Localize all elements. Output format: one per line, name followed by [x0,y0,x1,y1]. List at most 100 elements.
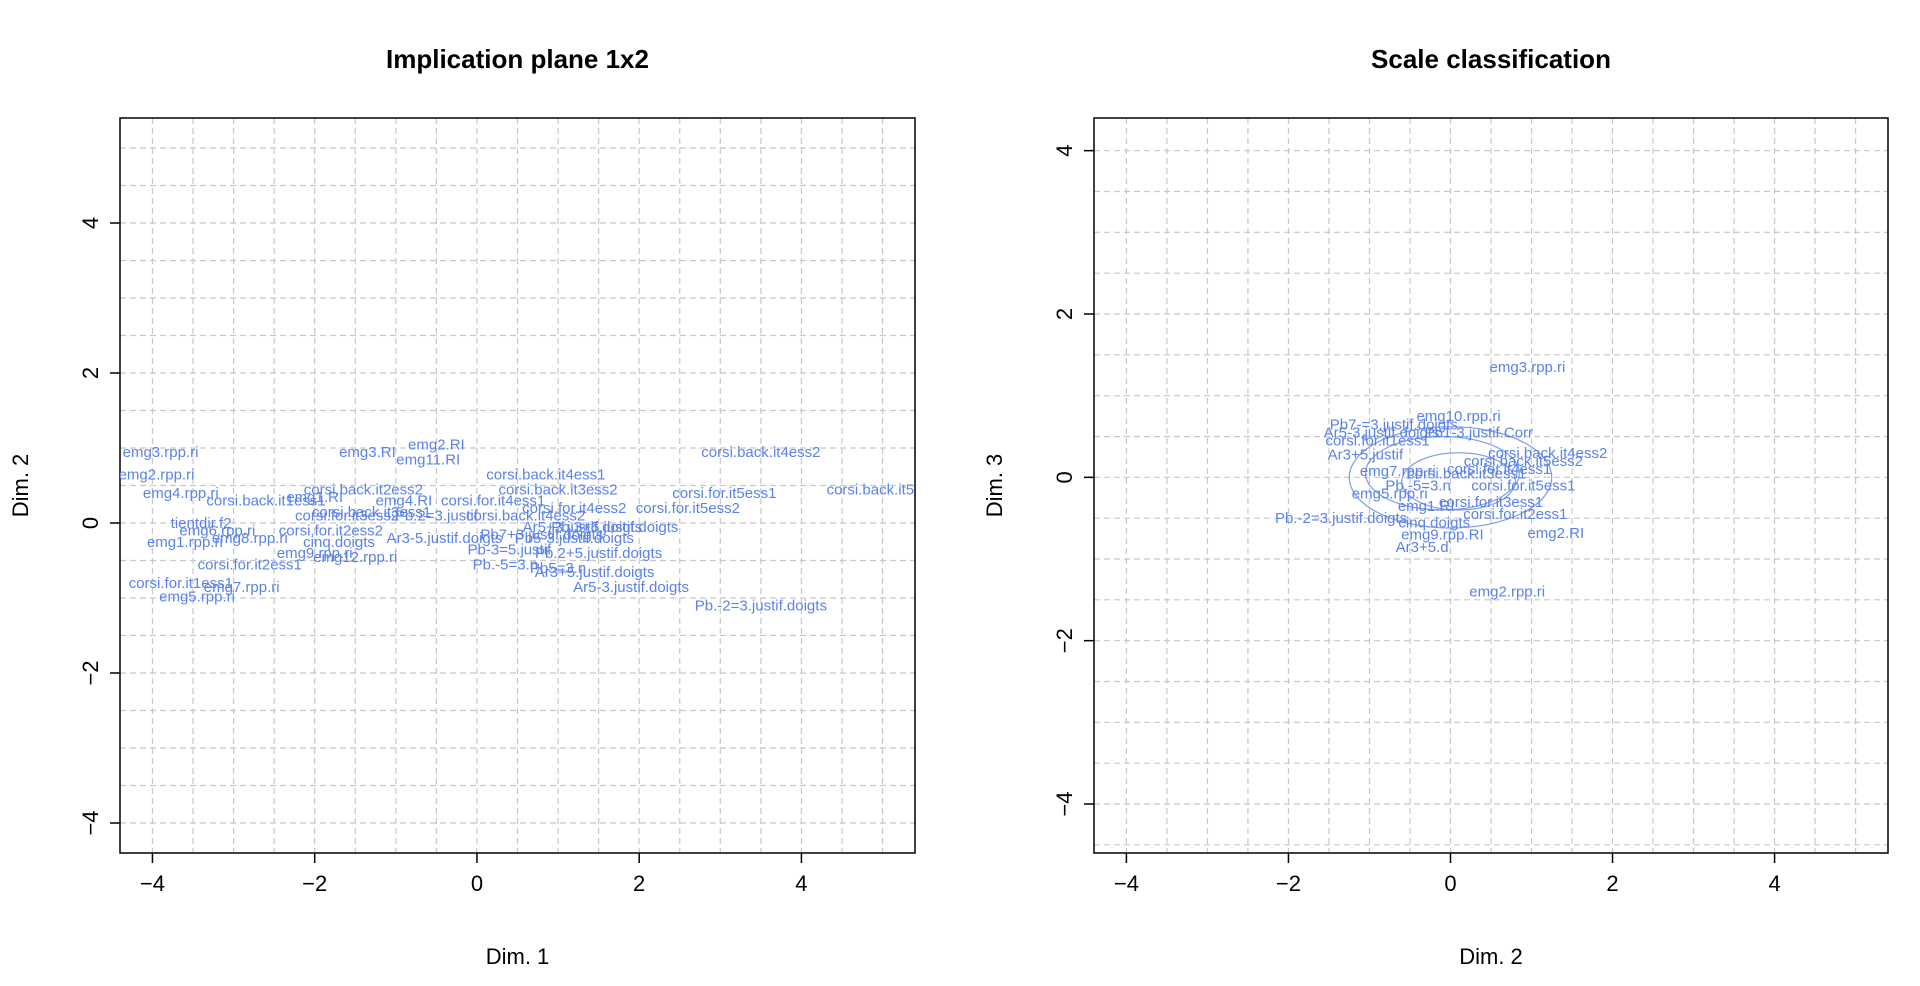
chart-title: Implication plane 1x2 [386,44,649,74]
point-label: emg8.rpp.ri [212,530,288,547]
point-label: emg5.rpp.ri [159,589,235,606]
point-label: Ar3+5.justif [1328,446,1404,463]
point-label: emg9.rpp.ri [277,545,353,562]
point-label: emg2.RI [408,436,465,453]
point-label: Ar3+5.justif.doigts [535,564,655,581]
y-tick-label: 2 [1052,308,1077,320]
x-tick-label: 2 [1606,871,1618,896]
point-label: Pb.-2=3.justif.doigts [1275,510,1407,527]
y-tick-label: 2 [78,367,103,379]
x-tick-label: 4 [795,871,807,896]
cluster-outline [1401,452,1516,511]
point-label: Ar5-3.justif.doigts [573,579,689,596]
point-label: cinq.doigts [1398,514,1470,531]
point-label: emg1.RI [1398,498,1455,515]
point-label: emg4.RI [376,493,433,510]
point-label: corsi.back.it4ess1 [486,466,605,483]
point-label: Ar5-3.justif.doigts [1324,424,1440,441]
x-tick-label: 4 [1768,871,1780,896]
point-label: cinq.doigts [303,534,375,551]
point-label: corsi.back.it4ess2 [701,444,820,461]
x-axis-label: Dim. 2 [1459,944,1523,969]
point-label: Pb.2=3.justif [395,508,479,525]
point-label: emg7.rpp.ri [1360,463,1436,480]
point-label: corsi.for.it3ess2 [295,508,399,525]
point-label: emg5.rpp.ri [1352,486,1428,503]
point-label: corsi.for.it2ess1 [1463,506,1567,523]
point-label: Pb.3+5.justif.doigts [551,519,678,536]
point-label: corsi.for.it2ess2 [279,523,383,540]
y-tick-label: 4 [78,217,103,229]
y-tick-label: −2 [78,660,103,685]
point-label: corsi.for.it5ess1 [1471,478,1575,495]
x-tick-label: −4 [140,871,165,896]
y-tick-label: 0 [78,517,103,529]
plot-frame [119,117,916,854]
point-labels: emg3.rpp.ri emg2.rpp.ri emg4.rpp.ri emg1.rp… [119,436,915,615]
point-label: corsi.for.it3ess1 [1439,494,1543,511]
point-label: corsi.back.it3ess1 [1407,465,1526,482]
point-label: corsi.for.it1ess1 [129,575,233,592]
y-axis-label: Dim. 3 [982,454,1007,518]
point-label: Ar5+3.justif.doigts [523,519,643,536]
point-label: Pb5=3.n [530,560,586,577]
chart-panel-1: −4 −2 0 2 4 −4 −2 0 2 4 Implication plane 1x2 Dim. … [8,44,916,969]
cluster-outline [1364,435,1520,511]
point-label: tientdir.f2 [171,515,232,532]
point-label: corsi.back.it3ess2 [498,481,617,498]
grid [120,118,915,853]
point-label: corsi.for.it4ess1 [1447,461,1551,478]
point-label: corsi.for.it5ess2 [636,500,740,517]
x-tick-label: −2 [302,871,327,896]
point-label: emg10.rpp.ri [1416,408,1500,425]
y-tick-label: −4 [78,810,103,835]
point-label: Ar3+5.d [1396,539,1449,556]
y-tick-label: −4 [1052,791,1077,816]
point-label: Pb1-3.justif.Corr [1425,424,1533,441]
point-label: corsi.for.it5ess1 [672,485,776,502]
y-tick-label: 0 [1052,471,1077,483]
point-label: emg1.rpp.ri [147,534,223,551]
point-label: Pb5-3.justif.doigts [515,530,634,547]
grid [1094,118,1888,853]
cluster-outline [1348,426,1553,529]
point-label: corsi.back.it4ess2 [466,508,585,525]
point-label: Pb.-2=3.justif.doigts [695,598,827,615]
x-tick-label: 0 [471,871,483,896]
x-tick-label: −2 [1276,871,1301,896]
x-tick-label: −4 [1114,871,1139,896]
point-label: corsi.back.it1ess1 [206,493,325,510]
chart-panel-2: −4 −2 0 2 4 −4 −2 0 2 4 Scale classification Dim. 2… [982,44,1889,969]
point-label: emg1.RI [286,489,343,506]
point-label: corsi.back.it3ess1 [312,504,431,521]
chart-title: Scale classification [1371,44,1611,74]
y-tick-label: 4 [1052,145,1077,157]
point-label: emg3.rpp.ri [1490,359,1566,376]
point-label: corsi.for.it4ess2 [522,500,626,517]
point-label: emg4.rpp.ri [143,485,219,502]
point-label: corsi.back.it4ess2 [1488,445,1607,462]
point-label: Pb.-5=3.n [473,556,538,573]
point-label: emg3.RI [339,444,396,461]
point-label: emg11.RI [396,451,460,468]
point-label: emg2.rpp.ri [119,466,195,483]
point-label: corsi.back.it5 [827,481,915,498]
point-label: Pb-3=5.justif [467,541,552,558]
y-axis-label: Dim. 2 [8,454,33,518]
point-label: Pb.2+5.justif.doigts [535,545,662,562]
point-label: corsi.back.it2ess2 [304,481,423,498]
point-label: emg2.rpp.ri [1469,584,1545,601]
point-label: emg3.rpp.ri [123,444,199,461]
x-tick-label: 0 [1444,871,1456,896]
point-label: corsi.back.it5ess2 [1464,453,1583,470]
point-label: Pb.-5=3.n [1385,478,1450,495]
point-labels: emg3.rpp.ri emg10.rpp.riPb7-=3.justif.doi… [1275,359,1607,601]
point-label: emg6.rpp.ri [179,523,255,540]
point-label: Pb7+3.justif.doigts [480,526,603,543]
point-label: emg2.RI [1527,525,1584,542]
point-label: emg7.rpp.ri [204,579,280,596]
point-label: emg12.rpp.ri [313,549,397,566]
point-label: corsi.for.it1ess1 [1325,433,1429,450]
point-label: emg9.rpp.RI [1401,527,1484,544]
